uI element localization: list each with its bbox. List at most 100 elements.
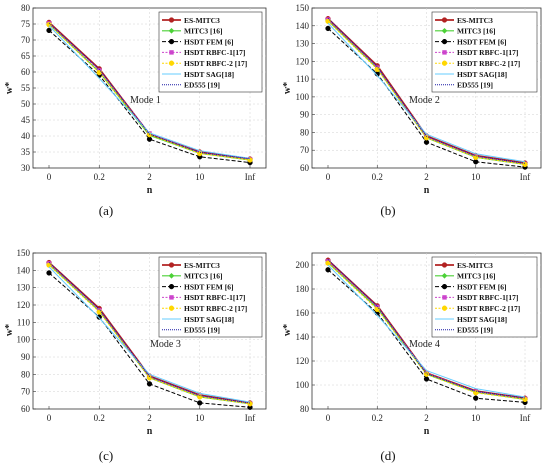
legend-marker — [441, 262, 448, 268]
y-tick-label: 60 — [21, 404, 31, 414]
x-tick-label: 2 — [147, 413, 152, 423]
x-tick-label: Inf — [245, 413, 256, 423]
data-point — [247, 157, 253, 163]
y-tick-label: 80 — [21, 3, 31, 13]
y-tick-label: 70 — [21, 387, 31, 397]
legend-marker — [441, 283, 448, 290]
x-tick-label: Inf — [520, 413, 531, 423]
x-tick-label: 2 — [424, 172, 429, 182]
data-point — [423, 371, 430, 377]
legend-marker — [169, 50, 174, 55]
y-axis-label: w* — [4, 82, 15, 94]
series-line — [48, 23, 251, 160]
panel-label: (d) — [380, 448, 395, 463]
data-point — [247, 401, 253, 407]
y-axis-label: w* — [4, 324, 15, 336]
y-tick-label: 140 — [296, 332, 310, 342]
y-tick-label: 55 — [21, 83, 31, 93]
y-tick-label: 70 — [21, 35, 31, 45]
series-line — [48, 262, 251, 404]
chart-panel-1: 30 35 40 45 50 55 60 65 70 75 80 0 0.2 2 10 Inf n w* Mode … — [4, 3, 267, 218]
series-7 — [327, 259, 526, 399]
mode-annotation: Mode 4 — [409, 339, 440, 350]
y-tick-label: 70 — [300, 145, 310, 155]
panel-label: (c) — [99, 448, 113, 463]
legend-entry: HSDT RBFC-1[17] — [184, 48, 245, 57]
x-tick-label: 10 — [195, 172, 205, 182]
panel-label: (b) — [380, 203, 395, 218]
legend-entry: HSDT RBFC-2 [17] — [457, 59, 520, 68]
y-tick-label: 90 — [300, 110, 310, 120]
data-point — [423, 139, 430, 145]
legend-marker — [168, 60, 175, 66]
series-line — [48, 24, 251, 161]
legend-entry: ED555 [19] — [184, 81, 220, 90]
data-point — [423, 135, 430, 141]
data-point — [46, 270, 52, 276]
legend-entry: MITC3 [16] — [457, 272, 496, 281]
legend-entry: MITC3 [16] — [184, 27, 223, 36]
series-7 — [48, 22, 251, 160]
y-tick-label: 75 — [21, 19, 31, 29]
legend-marker — [168, 305, 175, 311]
chart-panel-3: 60 70 80 90 100 110 120 130 140 150 0 0.2 2 10 Inf n w* M… — [4, 248, 267, 463]
x-tick-label: 0 — [326, 413, 331, 423]
legend-marker — [441, 38, 448, 45]
data-point — [522, 396, 528, 403]
x-tick-label: 0 — [47, 413, 52, 423]
data-point — [46, 27, 52, 34]
legend-marker — [168, 17, 175, 23]
x-tick-label: 10 — [195, 413, 205, 423]
legend-entry: HSDT RBFC-1[17] — [457, 293, 518, 302]
legend-entry: HSDT RBFC-2 [17] — [184, 304, 247, 313]
series-line — [327, 261, 526, 400]
legend-marker — [441, 28, 448, 34]
series-6 — [327, 264, 526, 398]
legend-entry: HSDT RBFC-1[17] — [457, 48, 518, 57]
y-tick-label: 120 — [296, 56, 310, 66]
y-tick-label: 150 — [296, 3, 310, 13]
y-tick-label: 120 — [296, 356, 310, 366]
y-tick-label: 110 — [17, 317, 31, 327]
y-tick-label: 200 — [296, 260, 310, 270]
x-tick-label: 10 — [471, 413, 481, 423]
series-7 — [327, 17, 526, 164]
legend: ES-MITC3 MITC3 [16]HSDT FEM [6] HSDT RBFC-… — [158, 11, 263, 93]
legend-entry: ES-MITC3 — [184, 261, 220, 270]
legend: ES-MITC3 MITC3 [16]HSDT FEM [6] HSDT RBFC-… — [158, 256, 263, 338]
legend-entry: HSDT FEM [6] — [184, 282, 233, 291]
x-axis-label: n — [424, 185, 430, 196]
legend-marker — [442, 50, 447, 55]
legend-entry: HSDT SAG[18] — [457, 315, 507, 324]
legend-entry: MITC3 [16] — [457, 27, 496, 36]
data-point — [96, 309, 102, 315]
x-tick-label: Inf — [520, 172, 531, 182]
legend-marker — [441, 60, 448, 66]
series-5 — [46, 262, 253, 407]
y-tick-label: 110 — [296, 74, 310, 84]
series-line — [327, 22, 526, 163]
y-tick-label: 60 — [21, 67, 31, 77]
legend-entry: MITC3 [16] — [184, 272, 223, 281]
x-axis-label: n — [147, 426, 153, 437]
x-tick-label: 0 — [47, 172, 52, 182]
y-tick-label: 120 — [17, 300, 31, 310]
legend-entry: HSDT FEM [6] — [457, 282, 506, 291]
chart-panel-2: 60 70 80 90 100 110 120 130 140 150 0 0.2 2 10 Inf n w* M… — [282, 3, 542, 218]
y-tick-label: 100 — [296, 92, 310, 102]
legend-marker — [168, 273, 175, 279]
series-7 — [48, 262, 251, 404]
legend-entry: ES-MITC3 — [184, 16, 220, 25]
data-point — [473, 390, 479, 396]
legend: ES-MITC3 MITC3 [16]HSDT FEM [6] HSDT RBFC-… — [431, 256, 538, 338]
y-tick-label: 45 — [21, 115, 31, 125]
data-point — [473, 159, 479, 165]
legend-marker — [169, 295, 174, 300]
mode-annotation: Mode 1 — [130, 95, 161, 106]
legend-entry: ED555 [19] — [457, 81, 493, 90]
series-6 — [48, 25, 251, 159]
legend-entry: ED555 [19] — [457, 326, 493, 335]
legend-entry: ED555 [19] — [184, 326, 220, 335]
y-tick-label: 50 — [21, 99, 31, 109]
